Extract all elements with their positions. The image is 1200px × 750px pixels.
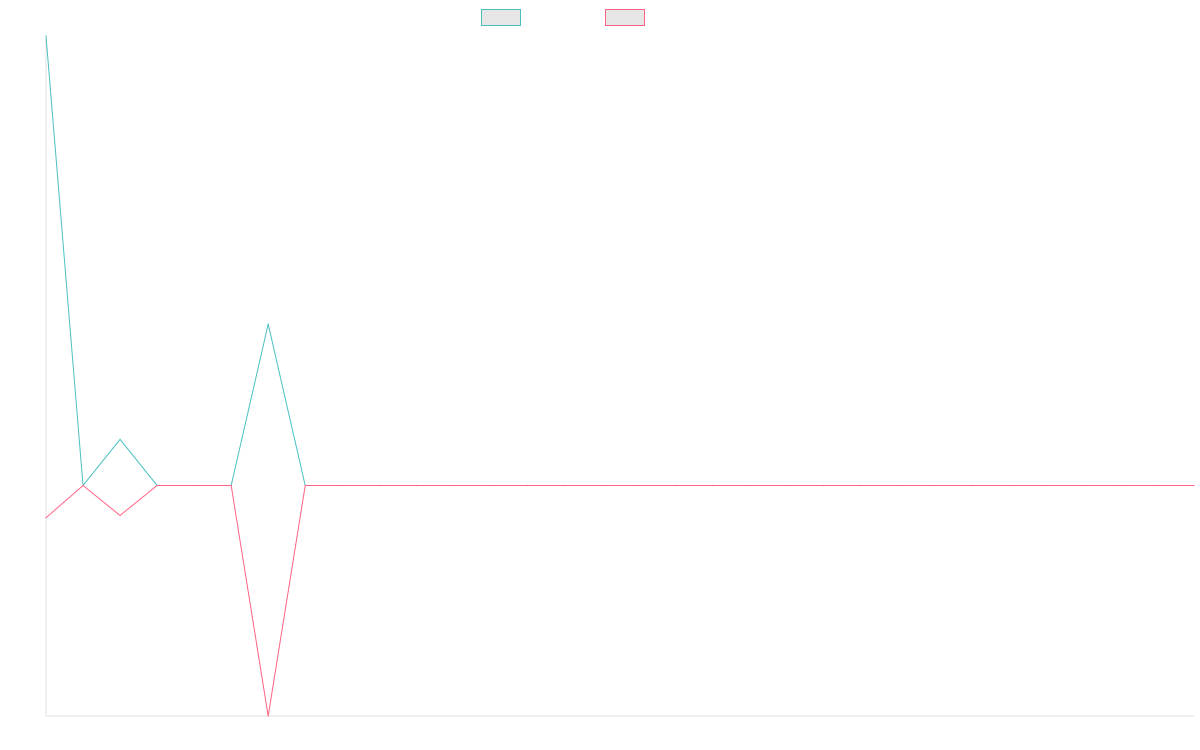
data-point [193, 484, 195, 487]
data-point [1119, 484, 1121, 487]
legend-item [605, 9, 645, 26]
data-point [156, 484, 158, 487]
chart-series [45, 35, 1195, 717]
data-point [267, 323, 269, 325]
data-point [1156, 484, 1158, 487]
data-point [934, 484, 936, 487]
data-point [304, 484, 306, 487]
data-point [489, 484, 491, 487]
data-point [1045, 484, 1047, 487]
data-point [637, 484, 640, 487]
data-point [823, 484, 825, 487]
series-line [45, 35, 1194, 487]
data-point [860, 484, 862, 487]
data-point [82, 484, 84, 487]
data-point [786, 484, 788, 487]
data-point [452, 484, 454, 487]
data-point [971, 484, 973, 487]
chart-axes [45, 36, 1194, 717]
series-group [45, 484, 1195, 717]
data-point [1082, 484, 1084, 487]
data-point [119, 438, 121, 440]
data-point [749, 484, 751, 487]
data-point [415, 484, 417, 487]
data-point [378, 484, 380, 487]
data-point [45, 35, 47, 37]
series-group [45, 35, 1195, 487]
data-point [711, 484, 714, 487]
data-point [230, 484, 232, 487]
data-point [1008, 484, 1010, 487]
data-point [341, 484, 343, 487]
data-point [267, 715, 269, 717]
chart-legend [481, 9, 645, 26]
data-point [526, 484, 529, 487]
data-point [600, 484, 603, 487]
legend-swatch [605, 9, 645, 26]
series-line [45, 484, 1194, 717]
data-point [674, 484, 677, 487]
legend-item [481, 9, 521, 26]
data-point [563, 484, 566, 487]
data-point [1193, 484, 1195, 487]
legend-swatch [481, 9, 521, 26]
data-point [45, 517, 47, 519]
data-point [897, 484, 899, 487]
data-point [119, 514, 121, 517]
